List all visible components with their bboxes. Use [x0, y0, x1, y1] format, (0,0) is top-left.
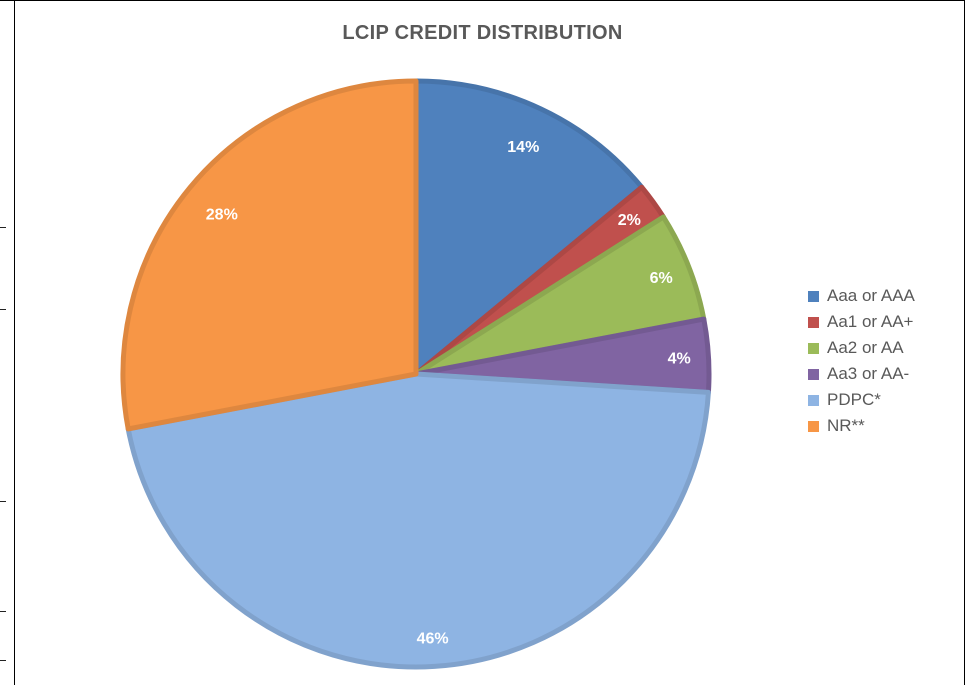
slice-data-label: 14%	[507, 139, 539, 156]
slice-data-label: 46%	[417, 631, 449, 648]
legend-label: Aa1 or AA+	[827, 312, 914, 331]
legend-swatch	[808, 316, 819, 328]
edge-tick-mark	[0, 309, 6, 310]
legend-item: Aa2 or AA	[808, 335, 915, 361]
slice-data-label: 2%	[618, 212, 641, 229]
slice-data-label: 28%	[206, 206, 238, 223]
legend-swatch	[808, 420, 819, 432]
legend-label: Aa2 or AA	[827, 338, 904, 357]
chart-title: LCIP CREDIT DISTRIBUTION	[342, 22, 623, 44]
chart-legend: Aaa or AAA Aa1 or AA+ Aa2 or AA Aa3 or AA- P…	[808, 283, 915, 439]
legend-swatch	[808, 394, 819, 406]
slice-data-label: 4%	[668, 350, 691, 367]
legend-item: NR**	[808, 413, 915, 439]
legend-swatch	[808, 290, 819, 302]
pie-slice	[120, 78, 419, 432]
legend-swatch	[808, 368, 819, 380]
slice-data-label: 6%	[650, 270, 673, 287]
edge-tick-mark	[0, 611, 6, 612]
legend-item: Aa1 or AA+	[808, 309, 915, 335]
legend-label: PDPC*	[827, 390, 881, 409]
pie-slice	[413, 78, 645, 377]
edge-tick-mark	[0, 501, 6, 502]
legend-item: PDPC*	[808, 387, 915, 413]
legend-item: Aa3 or AA-	[808, 361, 915, 387]
left-edge-axis-line	[14, 0, 15, 685]
legend-label: Aaa or AAA	[827, 286, 915, 305]
legend-label: Aa3 or AA-	[827, 364, 910, 383]
edge-tick-mark	[0, 660, 6, 661]
legend-swatch	[808, 342, 819, 354]
legend-item: Aaa or AAA	[808, 283, 915, 309]
pie-slice	[125, 371, 711, 670]
edge-tick-mark	[0, 227, 6, 228]
legend-label: NR**	[827, 416, 865, 435]
